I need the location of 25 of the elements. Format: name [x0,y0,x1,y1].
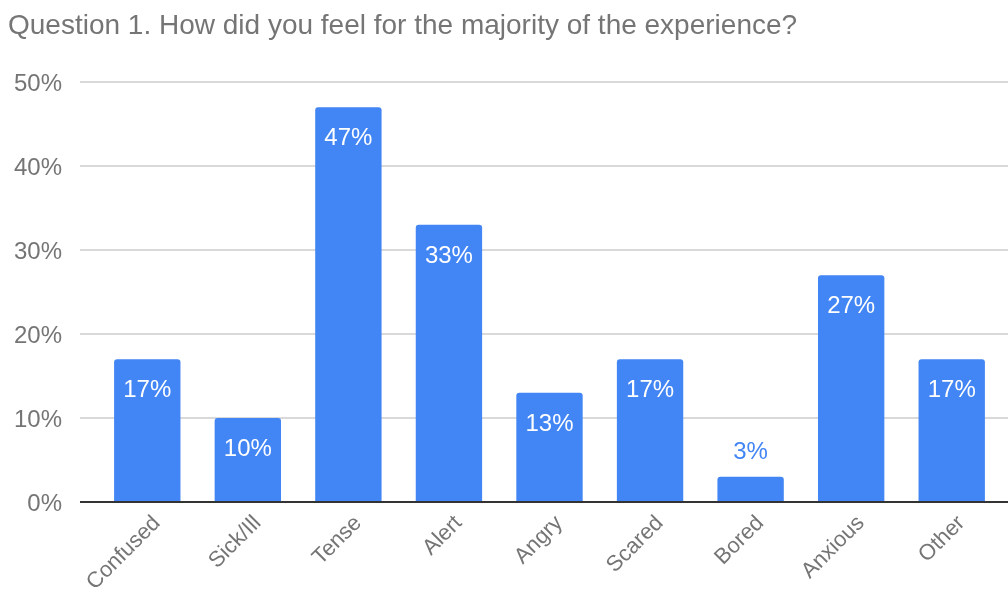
y-tick-label: 0% [27,489,62,516]
y-tick-label: 40% [13,153,62,180]
bar [315,107,382,502]
data-label: 33% [424,240,473,268]
chart-title: Question 1. How did you feel for the majority of the experience? [8,9,798,40]
data-label: 47% [324,123,373,151]
bar [516,392,583,502]
bar [616,359,684,502]
data-label: 27% [827,291,876,319]
bar [717,476,784,502]
bar [214,418,282,502]
data-label: 17% [927,375,976,403]
bar [918,359,985,502]
bar [817,275,885,502]
y-tick-label: 50% [13,69,62,96]
y-tick-label: 20% [13,321,62,348]
data-label: 13% [525,408,574,436]
data-label: 17% [123,375,172,403]
data-label: 17% [626,375,675,403]
data-label: 3% [733,436,768,464]
bar [114,359,181,502]
bar [415,224,483,502]
y-tick-label: 30% [13,237,62,264]
data-label: 10% [223,434,272,461]
y-tick-label: 10% [13,405,62,432]
